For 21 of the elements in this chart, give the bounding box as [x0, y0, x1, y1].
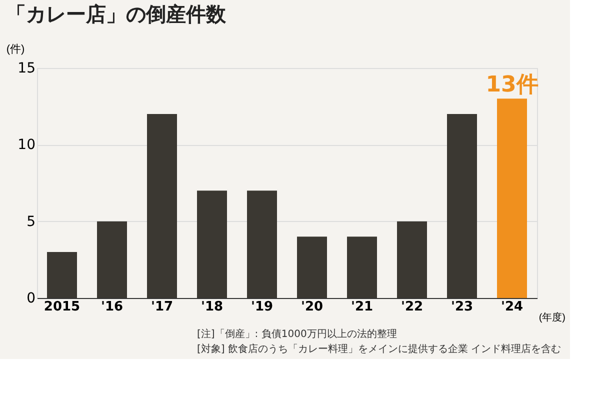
- y-tick-label: 5: [26, 214, 36, 230]
- text: [対象] 飲食店のうち「カレー料理」をメインに提供する企業 インド料理店を含む: [197, 343, 562, 355]
- chart-title: 「カレー店」の倒産件数: [6, 2, 227, 26]
- x-tick-label: '24: [500, 300, 524, 314]
- x-axis-title: (年度): [538, 312, 566, 324]
- data-label: 13件: [486, 72, 538, 98]
- x-tick-label: '19: [250, 300, 274, 314]
- y-tick-label: 10: [18, 137, 36, 154]
- x-tick-label: '20: [300, 300, 324, 314]
- y-tick-label: 15: [18, 60, 36, 76]
- x-tick-label: '21: [350, 300, 374, 314]
- y-axis-title: (件): [6, 44, 25, 56]
- x-tick-label: '16: [100, 300, 124, 314]
- x-tick-label: 2015: [44, 300, 80, 314]
- x-tick-label: '18: [200, 300, 224, 314]
- bar: [497, 98, 527, 298]
- y-tick-label: 0: [26, 290, 36, 306]
- x-tick-label: '17: [150, 300, 174, 314]
- text: [注]「倒産」: 負債1000万円以上の法的整理: [197, 328, 397, 340]
- x-tick-label: '23: [450, 300, 474, 314]
- x-tick-label: '22: [400, 300, 424, 314]
